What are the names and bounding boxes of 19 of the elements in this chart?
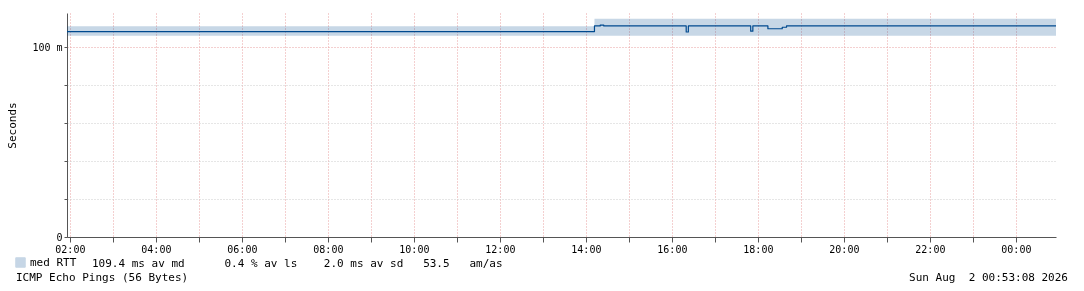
x-tick-label: 22:00 — [915, 243, 946, 255]
x-tick-label: 14:00 — [571, 243, 602, 255]
x-tick-label: 06:00 — [227, 243, 258, 255]
x-tick-label: 12:00 — [485, 243, 516, 255]
y-tick-label: 0 — [56, 231, 63, 243]
x-tick-label: 08:00 — [313, 243, 344, 255]
y-tick-label: 100 m — [32, 41, 63, 53]
text: 109.4 ms av md 0.4 % av ls 2.0 ms av sd 53.5 am/as — [92, 257, 503, 270]
y-axis-title: Seconds — [6, 102, 20, 149]
legend-label: med RTT — [30, 255, 77, 269]
x-tick-label: 04:00 — [141, 243, 172, 255]
x-tick-label: 02:00 — [55, 243, 86, 255]
x-tick-label: 00:00 — [1001, 243, 1032, 255]
x-tick-label: 18:00 — [743, 243, 774, 255]
text: Sun Aug 2 00:53:08 2026 — [909, 271, 1068, 284]
x-tick-label: 10:00 — [399, 243, 430, 255]
text: ICMP Echo Pings (56 Bytes) — [16, 271, 189, 284]
x-tick-label: 16:00 — [657, 243, 688, 255]
x-tick-label: 20:00 — [829, 243, 860, 255]
